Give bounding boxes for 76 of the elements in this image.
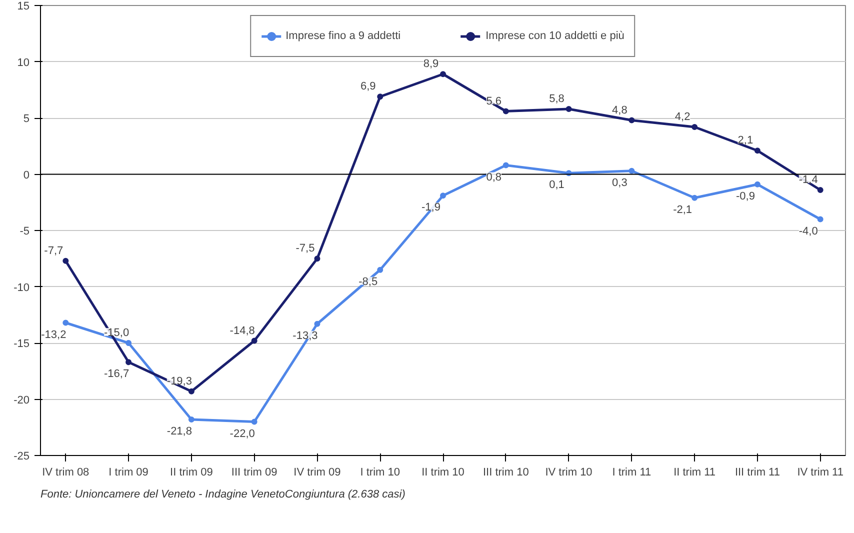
x-tick-label: I trim 10 — [360, 466, 400, 478]
data-label: -7,5 — [296, 242, 315, 255]
x-tick-label: II trim 09 — [170, 466, 213, 478]
point — [126, 359, 132, 366]
x-tick-label: I trim 09 — [108, 466, 148, 478]
point — [692, 124, 698, 130]
data-label: -13,2 — [41, 328, 66, 341]
data-label: -14,8 — [230, 324, 255, 337]
data-label: -21,8 — [166, 426, 192, 438]
point — [440, 71, 446, 78]
point — [377, 94, 384, 100]
data-label: 0,1 — [549, 179, 564, 192]
data-label: 2,1 — [738, 134, 754, 147]
y-tick-label: 10 — [17, 56, 30, 69]
data-label: 4,8 — [612, 104, 628, 116]
point — [126, 340, 132, 346]
legend-label: Imprese fino a 9 addetti — [286, 30, 401, 42]
point — [440, 192, 446, 199]
data-label: -16,7 — [104, 368, 130, 380]
point — [251, 338, 258, 344]
x-tick-label: II trim 11 — [674, 466, 716, 478]
point — [692, 194, 698, 201]
data-label: -22,0 — [230, 428, 255, 440]
data-label: 5,8 — [549, 93, 564, 105]
point — [566, 106, 572, 112]
point — [62, 258, 69, 264]
x-tick-label: II trim 10 — [422, 466, 464, 478]
data-label: 4,2 — [674, 111, 690, 123]
y-tick-label: -10 — [14, 282, 30, 294]
data-label: -2,1 — [673, 204, 692, 216]
point — [628, 168, 635, 174]
point — [314, 256, 320, 262]
point — [251, 418, 258, 425]
point — [502, 162, 509, 168]
data-label: 8,9 — [423, 58, 439, 70]
y-tick-label: -20 — [14, 394, 30, 406]
point — [188, 388, 194, 394]
legend-label: Imprese con 10 addetti e più — [486, 30, 624, 42]
data-label: 5,6 — [486, 95, 502, 108]
data-label: -15,0 — [104, 327, 130, 339]
data-label: -8,5 — [358, 276, 378, 288]
data-label: -1,9 — [422, 202, 440, 214]
point — [62, 320, 69, 326]
point — [817, 187, 824, 193]
point — [628, 117, 635, 124]
data-label: 6,9 — [360, 80, 376, 93]
point — [377, 266, 384, 273]
x-tick-label: III trim 11 — [734, 466, 780, 478]
point — [817, 216, 824, 222]
y-tick-label: -15 — [14, 338, 30, 350]
x-tick-label: III trim 09 — [231, 466, 278, 478]
x-tick-label: I trim 11 — [612, 466, 652, 478]
data-label: 0,3 — [612, 176, 628, 189]
x-tick-label: IV trim 08 — [42, 466, 90, 478]
y-tick-label: 15 — [17, 0, 30, 12]
data-label: 0,8 — [486, 171, 502, 184]
data-label: -19,3 — [166, 375, 192, 388]
x-tick-label: IV trim 10 — [545, 466, 592, 478]
y-tick-label: -5 — [20, 226, 30, 238]
data-label: -4,0 — [798, 225, 818, 238]
data-label: -1,4 — [798, 174, 818, 186]
y-tick-label: 0 — [23, 169, 30, 182]
point — [754, 181, 760, 188]
y-tick-label: 5 — [23, 113, 30, 125]
data-label: -0,9 — [736, 190, 755, 202]
data-label: -13,3 — [292, 330, 318, 342]
y-tick-label: -25 — [14, 450, 30, 462]
data-label: -7,7 — [44, 244, 64, 257]
source-note: Fonte: Unioncamere del Veneto - Indagine VenetoCongiuntura (2.638 casi) — [40, 488, 406, 500]
point — [314, 320, 320, 327]
point — [754, 148, 760, 154]
point — [188, 416, 194, 422]
point — [502, 108, 509, 114]
x-tick-label: IV trim 11 — [797, 466, 844, 478]
x-tick-label: III trim 10 — [482, 466, 529, 478]
x-tick-label: IV trim 09 — [294, 466, 341, 478]
